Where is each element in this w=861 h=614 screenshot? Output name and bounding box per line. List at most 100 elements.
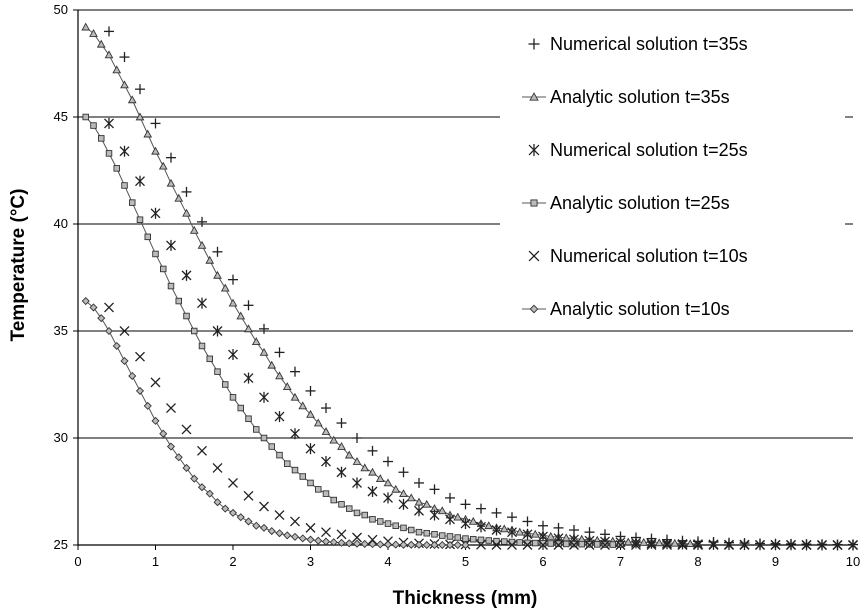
data-point-s4-10 (259, 501, 269, 512)
data-point-s3-19 (229, 394, 237, 401)
data-point-s1-58 (530, 529, 540, 538)
data-point-s3-51 (477, 536, 485, 544)
data-point-s4-5 (181, 424, 192, 435)
data-point-s1-11 (166, 178, 176, 187)
data-point-s0-30 (569, 525, 579, 536)
data-point-s0-22 (445, 492, 455, 503)
data-point-s1-52 (484, 521, 494, 530)
legend-label-0: Numerical solution t=35s (550, 34, 748, 54)
data-point-s3-48 (454, 534, 462, 541)
data-point-s5-4 (112, 341, 121, 351)
data-point-s4-45 (801, 540, 812, 550)
data-point-s1-70 (623, 537, 633, 546)
data-point-s2-4 (166, 239, 176, 251)
data-point-s3-61 (555, 540, 562, 547)
y-tick-labels: 25 30 35 40 45 50 (54, 2, 68, 552)
data-point-s5-35 (352, 539, 362, 548)
data-point-s4-46 (817, 540, 827, 550)
data-point-s1-50 (468, 516, 478, 525)
data-point-s5-37 (368, 540, 377, 549)
data-point-s5-32 (329, 538, 338, 547)
data-point-s1-22 (251, 337, 261, 346)
data-point-s4-32 (600, 540, 610, 550)
data-point-s5-34 (345, 539, 354, 548)
x-tick-label-8: 8 (694, 554, 701, 569)
data-point-s3-55 (508, 538, 516, 546)
data-point-s1-36 (360, 463, 370, 472)
data-point-s0-8 (228, 274, 238, 285)
data-point-s1-33 (337, 442, 346, 450)
data-point-s1-44 (422, 499, 432, 508)
data-point-s1-1 (89, 29, 98, 37)
data-point-s0-2 (135, 84, 145, 95)
data-point-s4-9 (243, 490, 254, 501)
data-point-s5-27 (290, 532, 300, 541)
data-point-s3-31 (322, 490, 330, 497)
data-point-s3-32 (330, 496, 338, 504)
data-point-s3-43 (415, 528, 423, 536)
data-point-s5-48 (453, 540, 462, 550)
data-point-s2-23 (460, 518, 471, 530)
data-point-s0-28 (538, 520, 548, 531)
data-point-s0-5 (181, 186, 192, 197)
data-point-s3-66 (594, 541, 601, 548)
data-point-s1-28 (298, 401, 308, 410)
data-point-s5-7 (135, 386, 145, 395)
data-point-s2-9 (243, 372, 254, 384)
data-point-s0-6 (197, 216, 207, 227)
data-point-s4-33 (615, 540, 626, 550)
data-point-s2-11 (274, 411, 285, 423)
data-point-s2-16 (352, 477, 362, 489)
data-point-s3-38 (377, 518, 384, 525)
data-point-s1-72 (639, 537, 649, 546)
data-point-s1-20 (236, 311, 246, 320)
data-point-s2-0 (104, 117, 114, 129)
legend-label-2: Numerical solution t=25s (550, 140, 748, 160)
data-point-s3-15 (198, 342, 206, 350)
y-tick-label-45: 45 (54, 109, 68, 124)
data-point-s1-6 (127, 95, 137, 104)
x-axis-title: Thickness (mm) (393, 588, 538, 609)
legend-entry-0: Numerical solution t=35s (528, 34, 748, 54)
data-point-s2-10 (259, 391, 269, 403)
data-point-s4-27 (522, 540, 533, 550)
data-point-s4-28 (538, 540, 548, 550)
x-tick-label-7: 7 (617, 554, 624, 569)
data-point-s2-7 (212, 325, 223, 337)
data-point-s4-31 (584, 540, 595, 550)
data-point-s1-42 (406, 493, 416, 502)
data-point-s2-3 (150, 207, 161, 219)
data-point-s2-34 (631, 537, 641, 549)
data-point-s5-22 (252, 521, 261, 530)
data-point-s5-30 (314, 536, 323, 545)
data-point-s3-35 (353, 509, 361, 517)
data-point-s2-22 (445, 513, 455, 525)
data-point-s3-64 (578, 540, 586, 548)
data-point-s3-14 (190, 327, 198, 335)
data-point-s4-4 (166, 403, 176, 413)
data-point-s3-23 (260, 434, 268, 442)
data-point-s2-18 (383, 492, 393, 504)
data-point-s5-36 (360, 539, 369, 548)
data-point-s4-11 (274, 510, 285, 520)
data-point-s2-14 (321, 456, 331, 468)
data-point-s4-40 (724, 540, 734, 550)
data-point-s5-33 (337, 538, 346, 547)
legend-marker-4 (528, 250, 540, 262)
data-point-s4-1 (119, 326, 130, 336)
data-point-s0-0 (104, 26, 114, 37)
data-point-s3-7 (136, 216, 144, 223)
legend-marker-3 (530, 199, 538, 207)
data-point-s2-36 (662, 538, 672, 550)
data-point-s5-6 (128, 371, 137, 380)
data-point-s5-17 (213, 498, 222, 507)
data-point-s5-28 (298, 534, 307, 543)
data-point-s1-16 (205, 255, 215, 264)
data-point-s0-23 (460, 499, 471, 510)
data-point-s4-48 (848, 540, 858, 550)
data-point-s5-25 (275, 529, 284, 538)
data-point-s5-49 (461, 540, 470, 550)
data-point-s3-53 (493, 537, 500, 545)
data-point-s3-4 (113, 165, 120, 172)
data-point-s4-17 (367, 534, 378, 545)
